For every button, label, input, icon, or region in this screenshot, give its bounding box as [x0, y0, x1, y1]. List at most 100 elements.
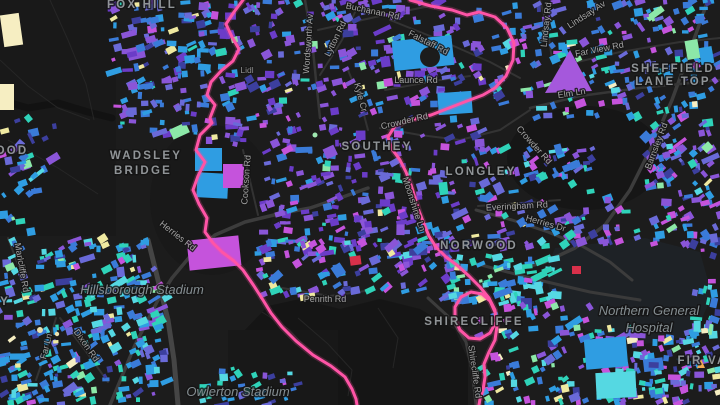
building [326, 195, 338, 203]
boundary-line [191, 0, 359, 405]
building [306, 46, 317, 54]
building [130, 330, 138, 340]
building [370, 272, 383, 283]
building [699, 6, 708, 11]
building [554, 216, 567, 226]
building [152, 38, 165, 48]
building [456, 273, 466, 279]
building [279, 221, 286, 225]
building [497, 143, 512, 154]
building [476, 316, 485, 324]
building [705, 297, 711, 306]
building [501, 9, 512, 16]
building [42, 348, 52, 358]
building [245, 2, 252, 11]
building [43, 255, 52, 262]
building [499, 47, 509, 56]
building [712, 344, 720, 351]
building [310, 83, 318, 91]
building [659, 94, 667, 101]
building [140, 244, 147, 250]
building [560, 383, 570, 394]
building [20, 378, 32, 385]
building [492, 286, 513, 300]
building [712, 50, 720, 58]
building [169, 122, 190, 140]
building [208, 41, 217, 46]
building [505, 230, 516, 237]
building [160, 27, 165, 32]
building [511, 201, 519, 211]
building [426, 244, 434, 252]
building [41, 135, 49, 142]
building [108, 328, 116, 338]
poi-marker [54, 331, 60, 337]
building [395, 219, 408, 226]
building [697, 33, 708, 39]
building [84, 241, 92, 247]
building [259, 203, 268, 213]
building [132, 376, 140, 385]
building [321, 116, 328, 123]
building [660, 198, 672, 207]
building [700, 327, 709, 334]
building [558, 170, 568, 181]
building [136, 76, 146, 85]
building [337, 288, 346, 297]
building [498, 100, 510, 107]
building [135, 43, 146, 53]
building [453, 79, 463, 87]
building [662, 167, 676, 180]
building [581, 316, 590, 324]
street-label-everingham-rd: Everingham Rd [486, 199, 548, 212]
building [550, 334, 563, 346]
building [424, 256, 432, 264]
building [680, 100, 689, 109]
building [271, 178, 276, 185]
building [150, 265, 158, 273]
building [462, 39, 471, 48]
building [133, 274, 141, 281]
building [614, 204, 625, 215]
building [65, 304, 76, 314]
building [483, 161, 491, 170]
building [586, 109, 594, 116]
building [544, 298, 557, 309]
building [164, 83, 173, 91]
building [321, 279, 328, 286]
building [614, 225, 620, 232]
building [372, 24, 392, 37]
road [426, 296, 478, 405]
building [441, 74, 453, 80]
building [351, 15, 362, 25]
building [549, 101, 557, 110]
building [691, 167, 700, 175]
building [638, 380, 646, 386]
building [40, 164, 49, 174]
building [326, 213, 337, 219]
building [519, 26, 527, 34]
building [564, 107, 570, 113]
building [399, 269, 409, 277]
building [505, 365, 511, 370]
building [503, 303, 512, 313]
building [329, 65, 340, 70]
building [120, 29, 137, 39]
building [500, 236, 511, 245]
building [521, 263, 533, 270]
building [548, 8, 558, 18]
building [253, 7, 259, 16]
landmark-building [349, 255, 362, 266]
building [602, 224, 610, 231]
building [27, 328, 37, 337]
building [619, 67, 631, 75]
building [362, 192, 369, 197]
building [672, 122, 682, 131]
building [581, 216, 586, 221]
building [91, 332, 101, 341]
building [334, 16, 340, 23]
building [415, 286, 428, 293]
building [446, 28, 455, 36]
